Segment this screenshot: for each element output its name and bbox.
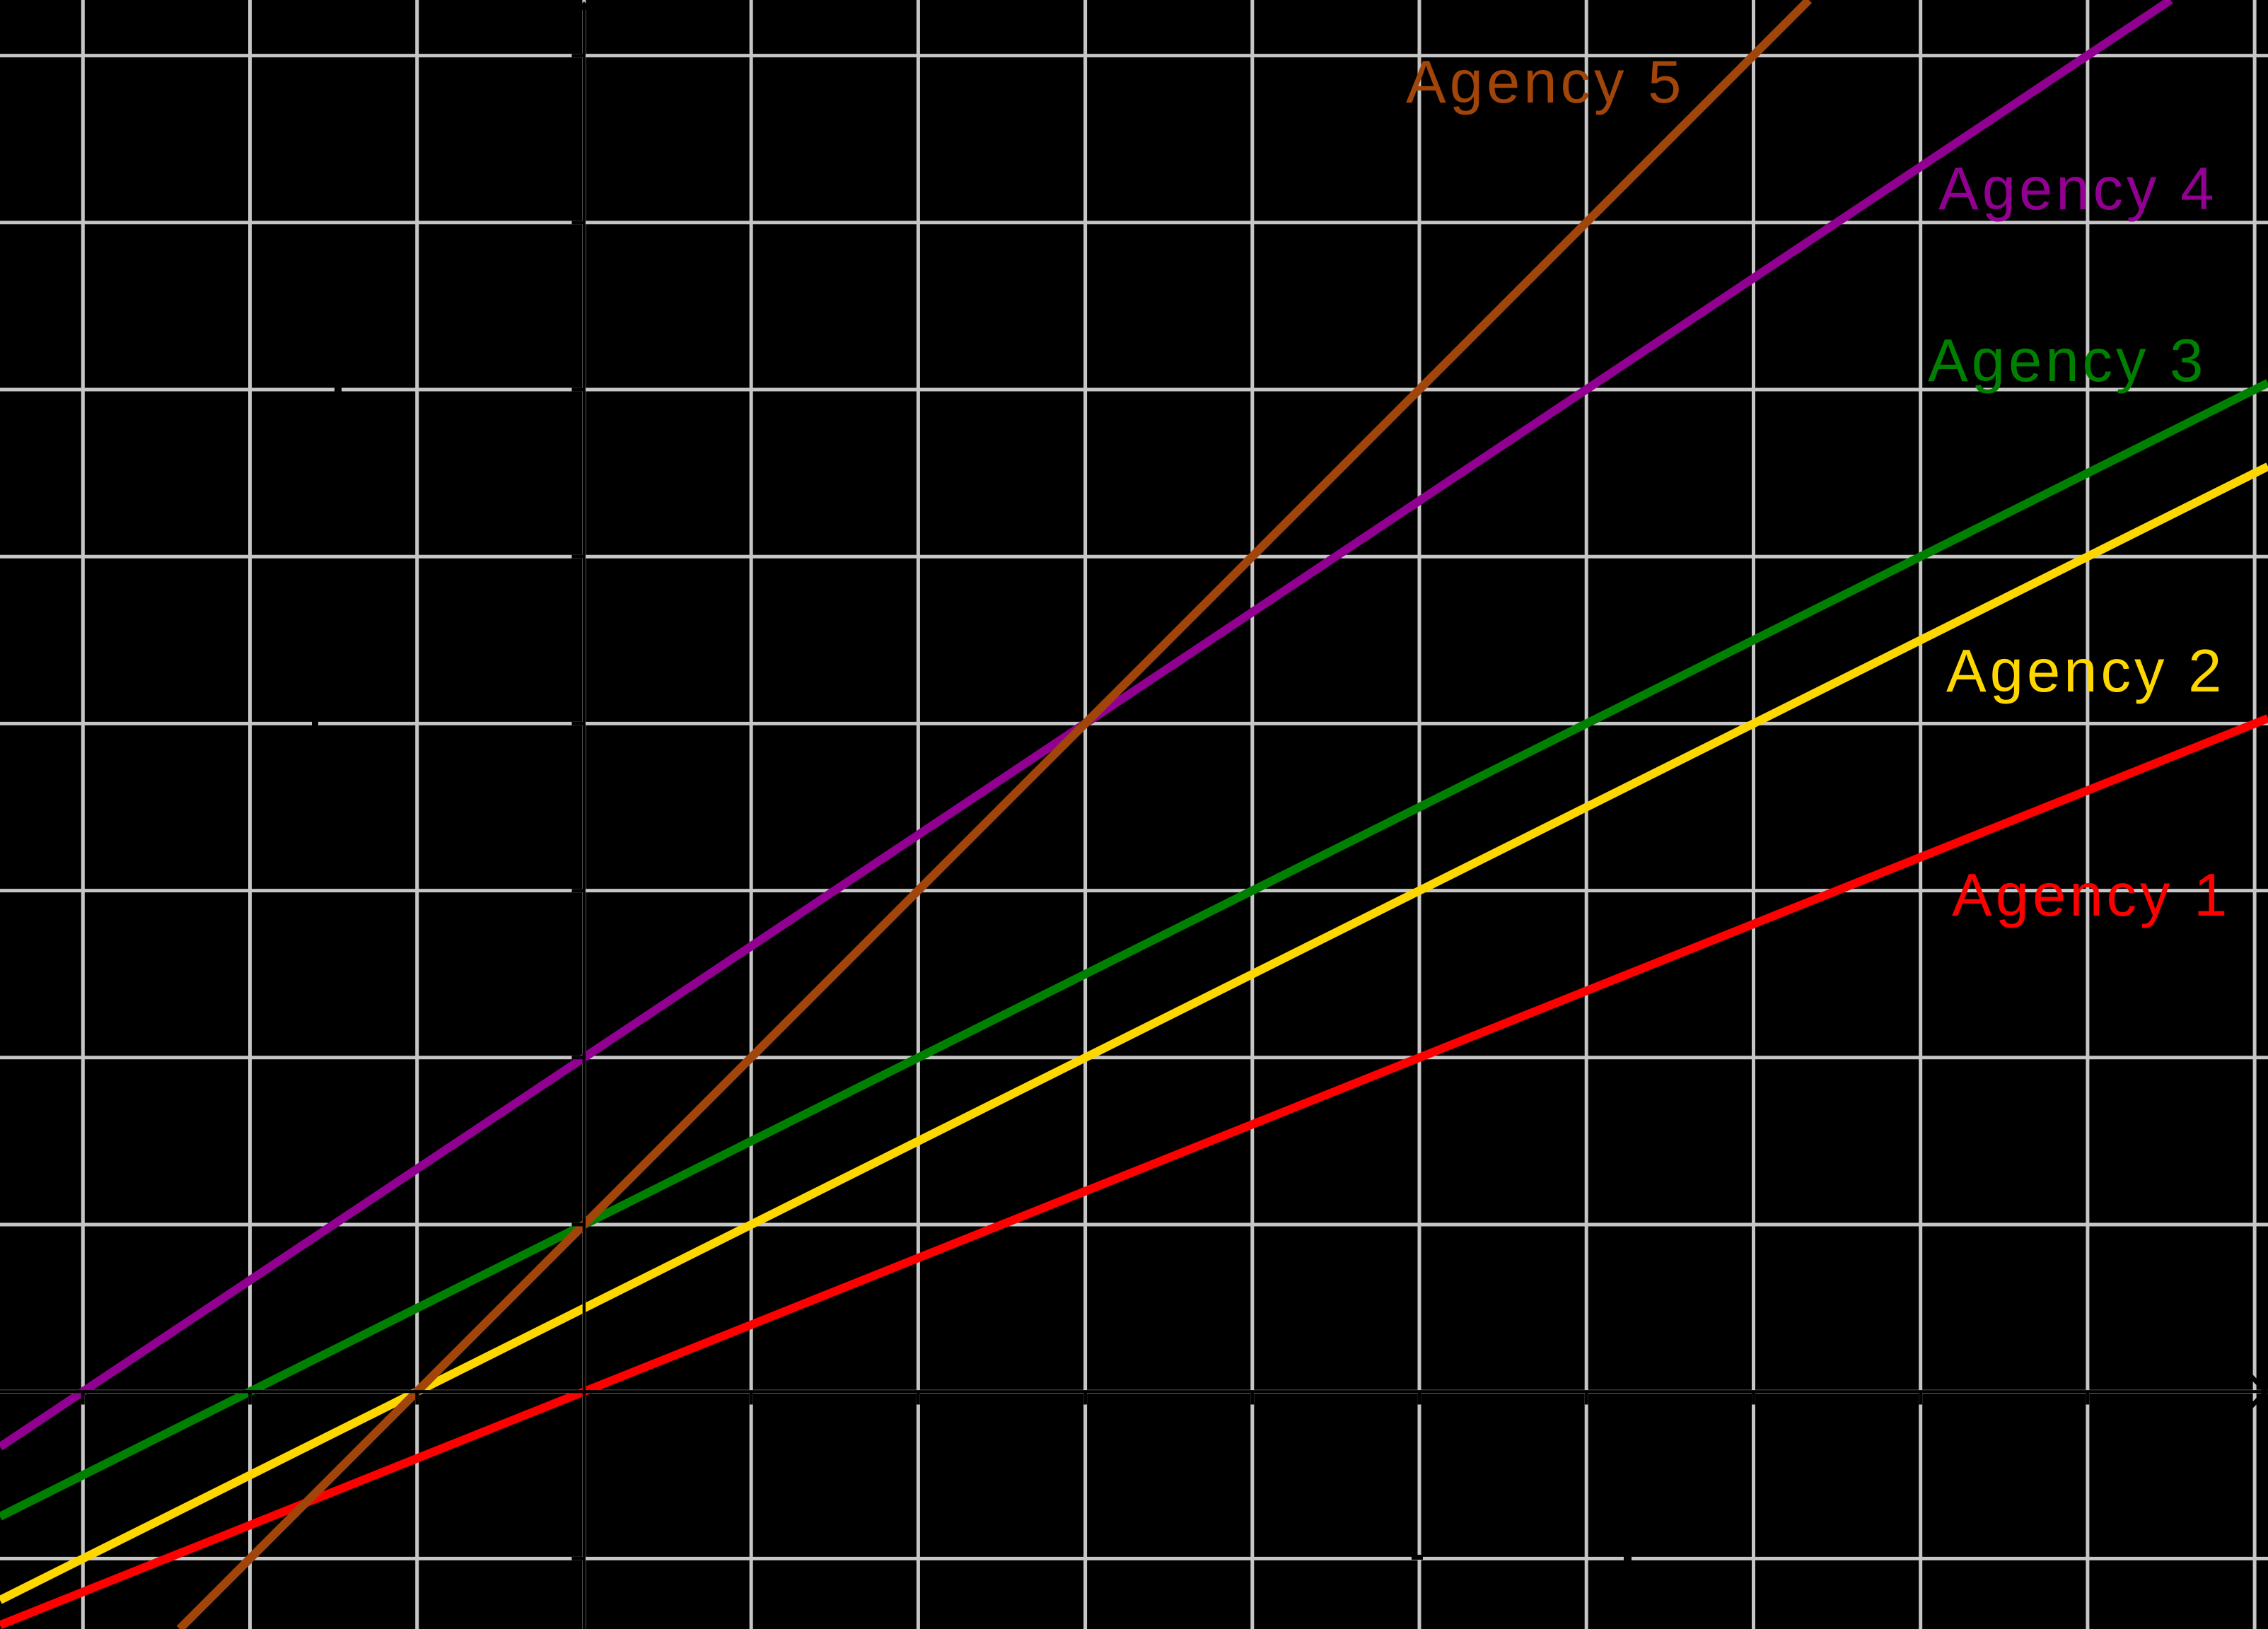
svg-text:Agency 1: Agency 1: [1952, 862, 2231, 929]
svg-text:Agency 5: Agency 5: [1406, 49, 1685, 116]
svg-text:Agency 3: Agency 3: [1928, 327, 2206, 395]
svg-text:Agency 4: Agency 4: [1938, 156, 2217, 223]
svg-text:Agency 2: Agency 2: [1946, 638, 2225, 705]
